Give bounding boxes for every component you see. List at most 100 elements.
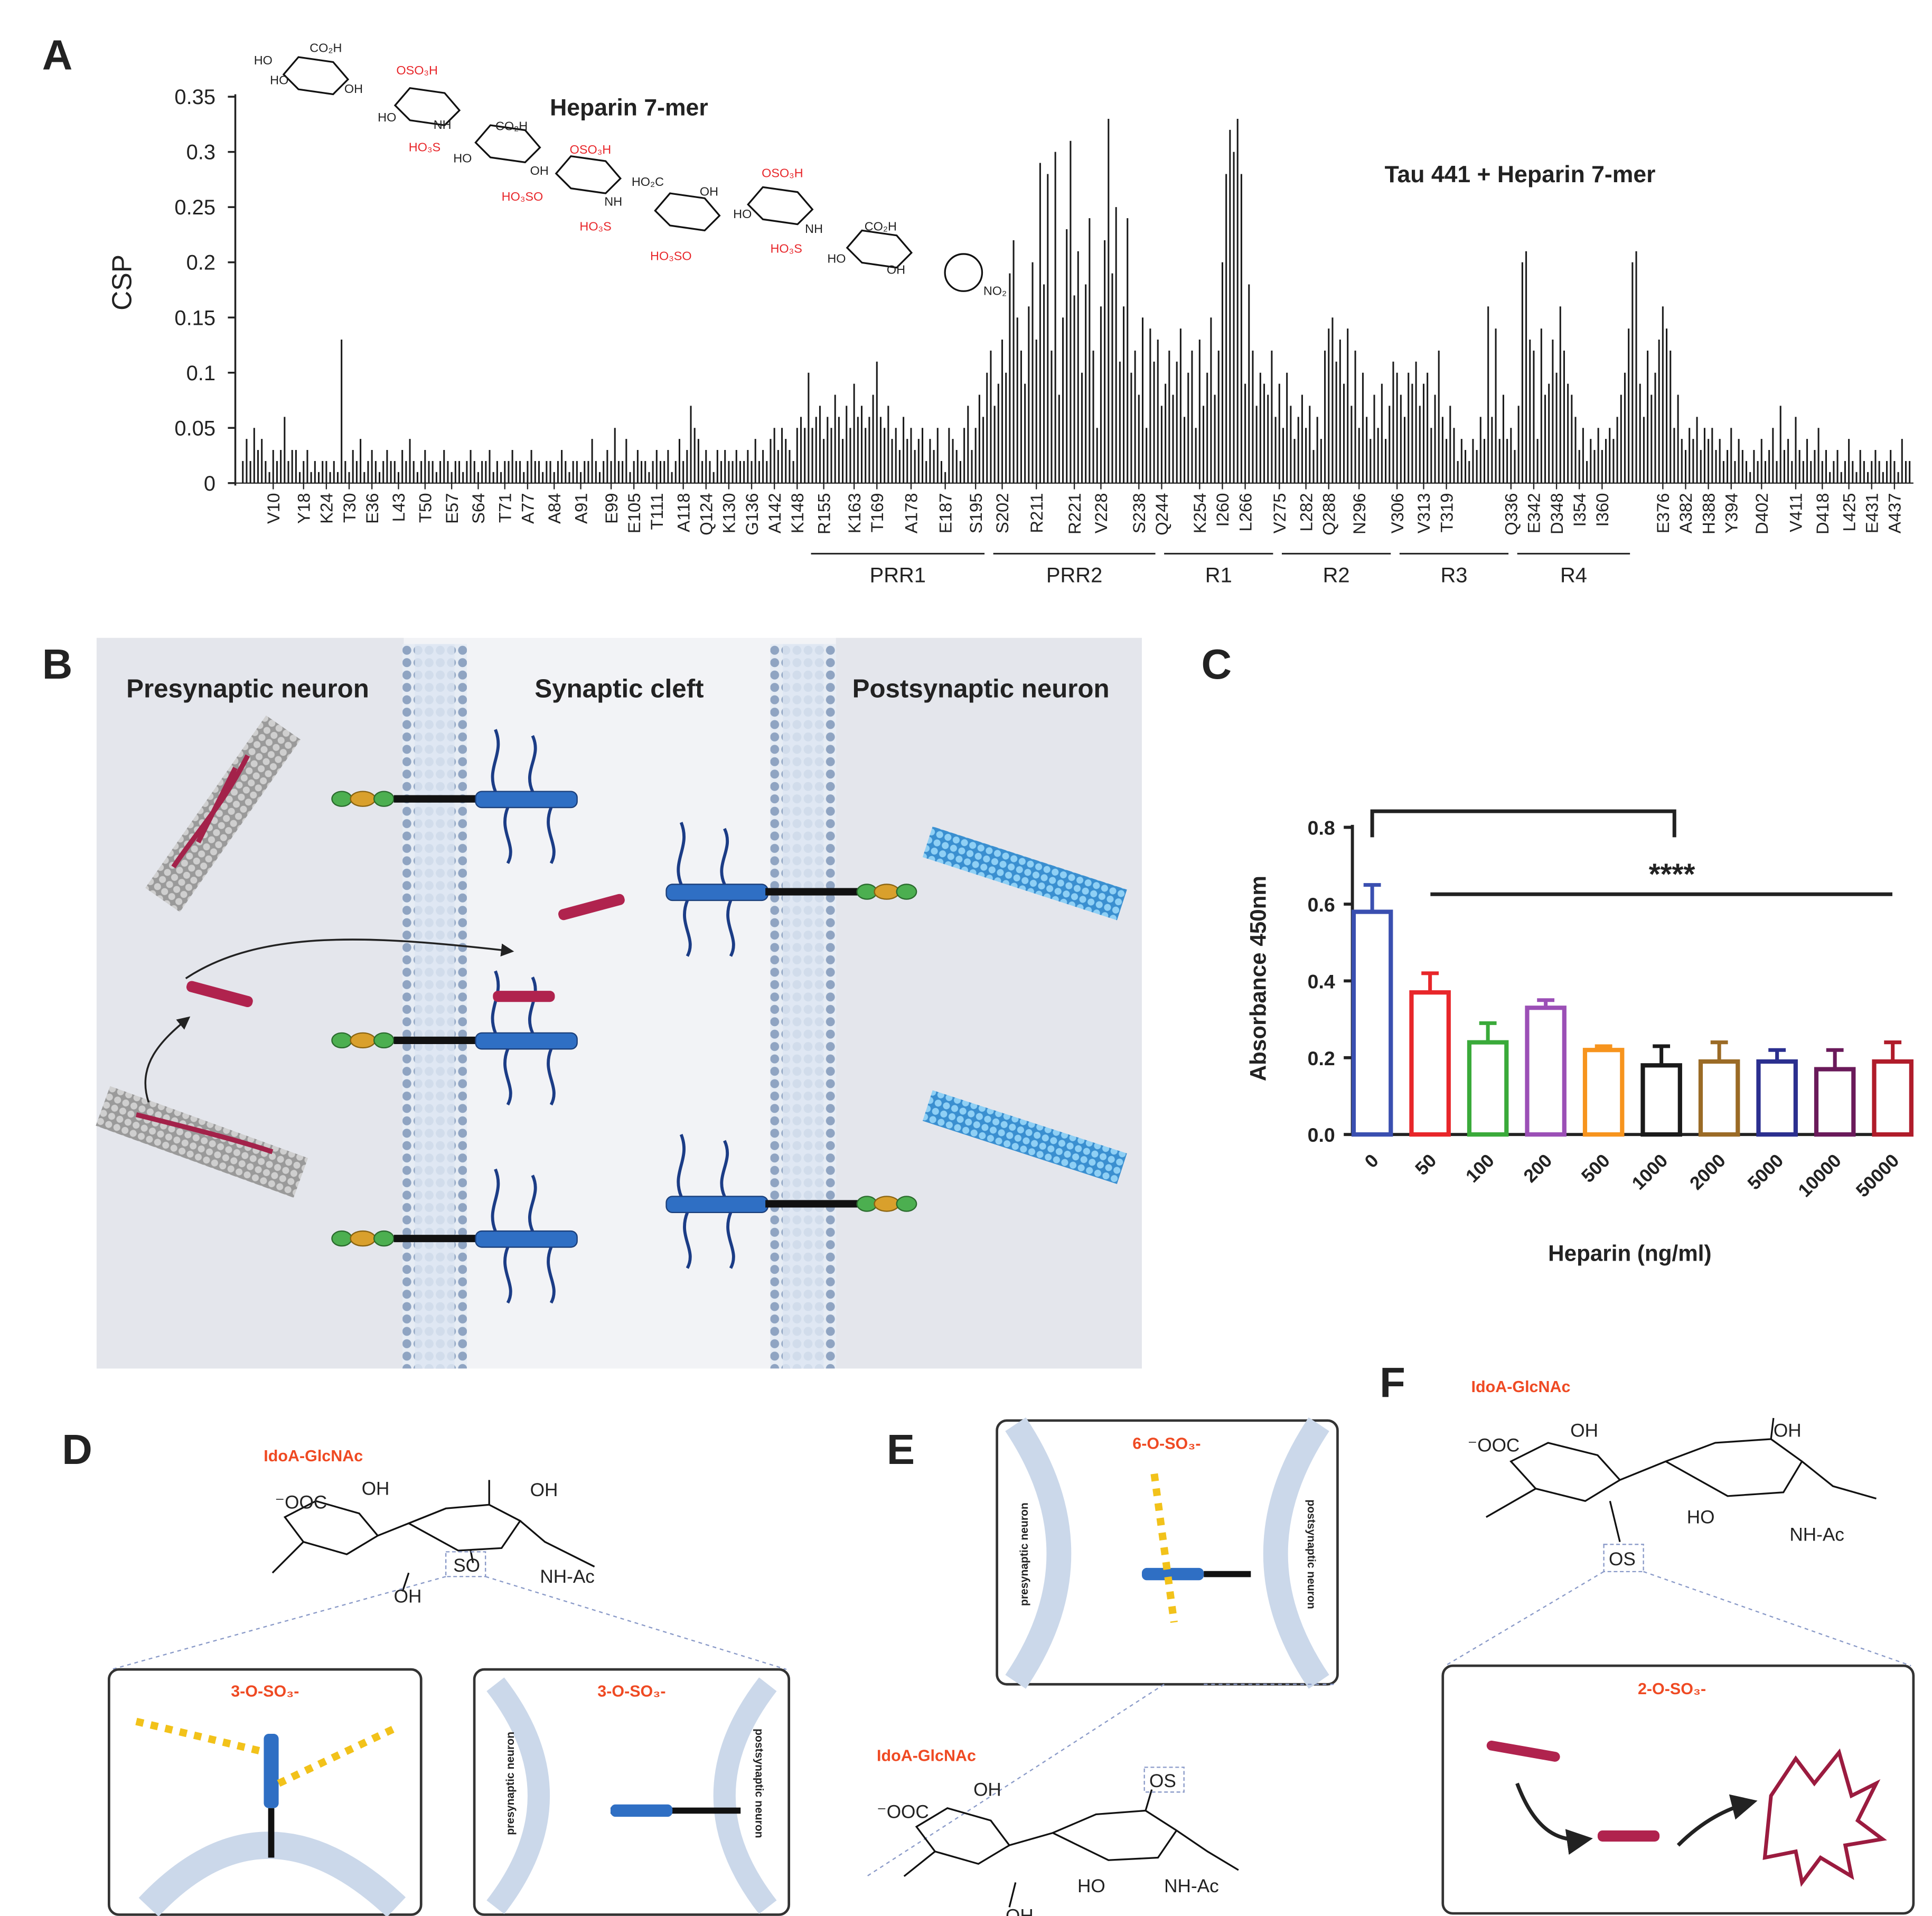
x-tick-label: A77 (518, 493, 538, 524)
error-bar (1826, 1048, 1844, 1069)
chem-label: CO₂H (310, 41, 342, 55)
x-tick-label: T50 (416, 493, 435, 523)
x-tick-label: E105 (624, 493, 644, 534)
panel-letter: F (1380, 1359, 1405, 1406)
x-tick-label: T71 (495, 493, 515, 523)
chem-label: HO₃S (771, 242, 802, 256)
region-label: Postsynaptic neuron (852, 674, 1110, 703)
panel-letter: E (887, 1426, 915, 1473)
y-tick-label: 0.15 (174, 306, 215, 330)
x-tick-label: G136 (742, 493, 762, 536)
structure-title: IdoA-GlcNAc (877, 1747, 976, 1765)
panel-letter: A (42, 32, 73, 79)
x-tick-label: L266 (1235, 493, 1255, 532)
y-tick-label: 0.4 (1308, 970, 1335, 992)
chem-label: NH (805, 222, 823, 236)
y-tick-label: 0 (204, 472, 215, 495)
x-tick-label: R211 (1027, 493, 1046, 533)
arrow (185, 938, 514, 980)
x-tick-label: E36 (362, 493, 382, 524)
panel-a: CSP Heparin 7-mer Tau 441 + Heparin 7-me… (107, 41, 1656, 486)
x-tick-label: 2000 (1686, 1150, 1730, 1194)
x-tick-label: E376 (1653, 493, 1673, 534)
chem-label: OS (1609, 1549, 1636, 1570)
error-bar (1768, 1048, 1786, 1062)
bar (1351, 909, 1393, 1137)
y-tick-label: 0.3 (186, 141, 215, 164)
y-tick-label: 0.6 (1308, 894, 1335, 916)
chem-label: OH (530, 1480, 558, 1500)
panel-letter: C (1202, 641, 1232, 688)
chem-label: OSO₃H (396, 63, 438, 77)
y-tick-label: 0.2 (186, 251, 215, 275)
region-label: R3 (1441, 563, 1468, 587)
x-tick-label: E431 (1862, 493, 1881, 534)
error-bar (1421, 971, 1439, 993)
chem-label: HO₃SO (502, 190, 543, 203)
chem-label: ⁻OOC (877, 1802, 929, 1823)
y-axis-title: CSP (107, 255, 137, 311)
chem-label: OH (973, 1779, 1001, 1800)
annotation: Tau 441 + Heparin 7-mer (1385, 162, 1656, 187)
bar (1525, 1006, 1567, 1137)
x-tick-label: 50 (1411, 1150, 1440, 1179)
x-tick-label: Q244 (1152, 493, 1171, 536)
panel-letter: B (42, 641, 73, 688)
x-tick-label: 0 (1361, 1150, 1382, 1172)
x-tick-label: N296 (1349, 493, 1369, 534)
x-tick-label: Y18 (294, 493, 313, 524)
chem-label: OSO₃H (762, 166, 803, 180)
region-label: presynaptic neuron (1018, 1502, 1030, 1606)
x-tick-label: D402 (1752, 493, 1771, 534)
chem-label: NH-Ac (540, 1566, 595, 1587)
chem-label: OS (1149, 1771, 1176, 1791)
structure-title: IdoA-GlcNAc (1471, 1378, 1571, 1396)
chem-label: NH (604, 194, 622, 208)
chem-label: OH (1774, 1420, 1802, 1441)
x-tick-label: 500 (1578, 1150, 1614, 1187)
structure-labels: HO CO₂H HO OH OSO₃H HO NH HO₃S CO₂H HO O… (254, 41, 1007, 298)
error-bar (1537, 998, 1555, 1008)
structure (1486, 1417, 1877, 1542)
x-tick-label: V306 (1387, 493, 1407, 534)
structure-title: IdoA-GlcNAc (264, 1447, 363, 1465)
heparin-structure (283, 56, 983, 292)
x-tick-label: E342 (1524, 493, 1544, 534)
x-tick-label: A178 (902, 493, 921, 534)
chem-label: OSO₃H (570, 143, 612, 156)
tau-fragments (186, 894, 625, 1008)
x-tick-label: V275 (1270, 493, 1289, 534)
y-tick-label: 0.8 (1308, 817, 1335, 839)
x-tick-label: I354 (1570, 493, 1589, 527)
region-label: presynaptic neuron (504, 1732, 517, 1835)
bar (1756, 1059, 1798, 1137)
bar (1640, 1063, 1682, 1137)
panel-letter: D (62, 1426, 92, 1473)
x-tick-label: V228 (1091, 493, 1111, 534)
x-tick-label: A142 (765, 493, 784, 534)
y-tick-label: 0.2 (1308, 1047, 1335, 1069)
chem-label: HO (1077, 1876, 1105, 1896)
x-tick-label: E187 (935, 493, 955, 534)
error-bar (1884, 1040, 1902, 1062)
panel-f: IdoA-GlcNAc ⁻OOC OH OH HO NH-Ac OS 2-O-S… (1441, 1378, 1915, 1915)
chem-label: OH (394, 1586, 422, 1607)
receptors (332, 729, 916, 1303)
x-tick-label: A84 (545, 493, 564, 524)
x-tick-label: L425 (1839, 493, 1859, 532)
chem-label: HO₃S (409, 140, 440, 154)
x-tick-label: T319 (1437, 493, 1456, 533)
chem-label: HO₃S (579, 219, 611, 233)
inset-title: 3-O-SO₃- (597, 1683, 665, 1701)
x-tick-label: Y394 (1721, 493, 1741, 534)
arrow (144, 1016, 191, 1103)
region-label: Synaptic cleft (534, 674, 704, 703)
chem-label: OH (530, 164, 549, 177)
error-bar (1479, 1021, 1497, 1042)
structure (903, 1789, 1239, 1908)
x-tick-label: S202 (992, 493, 1012, 534)
x-tick-label: A118 (673, 493, 693, 532)
inset-title: 6-O-SO₃- (1132, 1435, 1201, 1453)
x-tick-label: R155 (814, 493, 833, 534)
y-tick-label: 0.1 (186, 362, 215, 385)
